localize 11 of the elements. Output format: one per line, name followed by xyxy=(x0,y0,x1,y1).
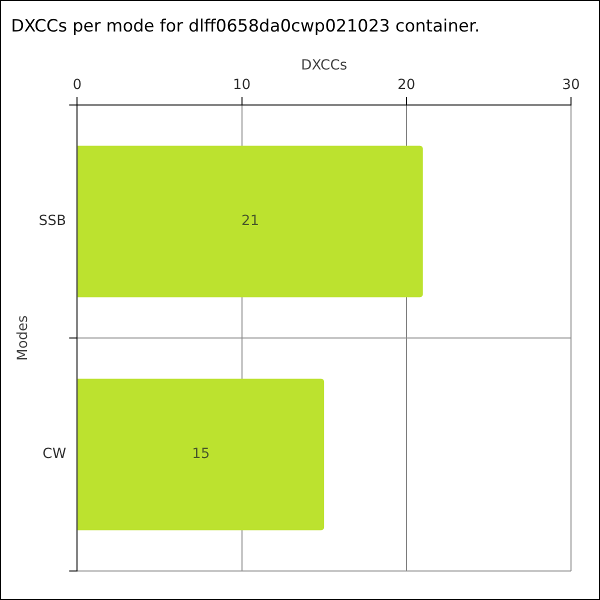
y-tick-label: SSB xyxy=(38,213,66,230)
y-axis-title: Modes xyxy=(15,315,32,361)
data-label: 21 xyxy=(241,213,260,230)
data-label: 15 xyxy=(192,446,210,462)
x-tick-label: 0 xyxy=(72,77,82,94)
x-tick-label: 20 xyxy=(397,77,416,94)
x-tick-label: 10 xyxy=(232,77,251,94)
x-axis-title: DXCCs xyxy=(300,57,348,74)
y-tick-label: CW xyxy=(42,446,66,462)
chart-title: DXCCs per mode for dlff0658da0cwp021023 container. xyxy=(11,16,480,37)
x-tick-label: 30 xyxy=(562,77,580,94)
